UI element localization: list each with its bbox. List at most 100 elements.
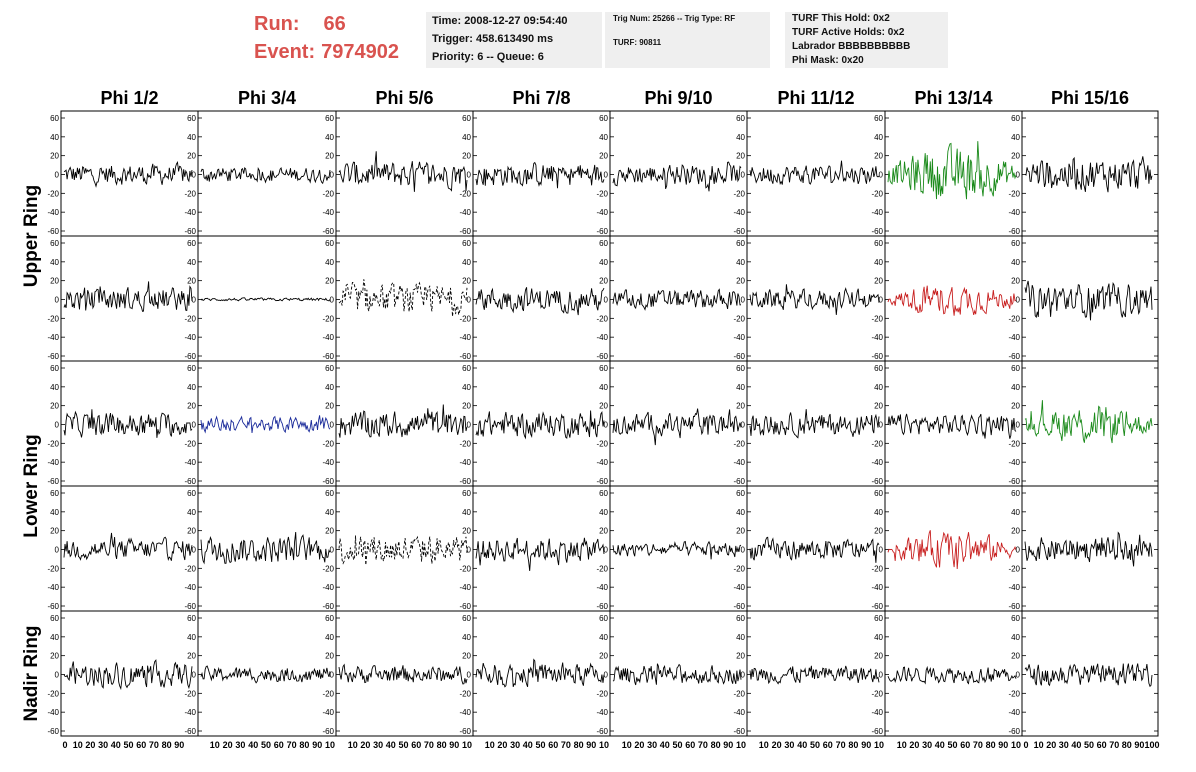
y-tick-label: 0 <box>55 546 60 555</box>
y-tick-label: 60 <box>599 614 608 623</box>
y-tick-label: 20 <box>599 652 608 661</box>
y-tick-label: -20 <box>459 689 471 698</box>
x-tick-label: 60 <box>411 740 421 750</box>
turf-active-text: TURF Active Holds: 0x2 <box>792 27 905 38</box>
y-tick-label: 0 <box>741 296 746 305</box>
y-tick-label: 20 <box>325 277 334 286</box>
y-tick-label: -20 <box>322 439 334 448</box>
y-tick-label: -40 <box>322 708 334 717</box>
y-tick-label: 60 <box>462 614 471 623</box>
x-tick-label: 50 <box>535 740 545 750</box>
y-tick-label: 0 <box>604 421 609 430</box>
y-tick-label: 60 <box>599 239 608 248</box>
y-tick-label: 0 <box>192 546 197 555</box>
x-tick-label: 90 <box>1134 740 1144 750</box>
waveform-trace <box>338 404 468 438</box>
waveform-trace <box>475 161 605 189</box>
x-tick-label: 50 <box>261 740 271 750</box>
run-value: 66 <box>323 13 346 35</box>
x-tick-label: 50 <box>1084 740 1094 750</box>
x-tick-label: 90 <box>449 740 459 750</box>
y-tick-label: 20 <box>462 527 471 536</box>
y-tick-label: 20 <box>1011 527 1020 536</box>
x-tick-label: 40 <box>660 740 670 750</box>
x-tick-label: 60 <box>823 740 833 750</box>
waveform-trace <box>63 160 193 188</box>
y-tick-label: 60 <box>736 364 745 373</box>
y-tick-label: 40 <box>50 633 59 642</box>
y-tick-label: 20 <box>874 652 883 661</box>
y-tick-label: -20 <box>871 314 883 323</box>
y-tick-label: -20 <box>459 189 471 198</box>
waveform-trace <box>612 540 742 560</box>
y-tick-label: -60 <box>47 227 59 236</box>
y-tick-label: 60 <box>50 239 59 248</box>
y-tick-label: 40 <box>462 383 471 392</box>
x-tick-label: 20 <box>909 740 919 750</box>
y-tick-label: 40 <box>874 383 883 392</box>
waveform-trace <box>63 532 193 561</box>
x-tick-label: 90 <box>312 740 322 750</box>
y-tick-label: -40 <box>1008 583 1020 592</box>
y-tick-label: -60 <box>733 477 745 486</box>
y-tick-label: 20 <box>874 277 883 286</box>
y-tick-label: 40 <box>50 508 59 517</box>
y-tick-label: 0 <box>879 171 884 180</box>
y-tick-label: -40 <box>459 333 471 342</box>
y-tick-label: -60 <box>322 477 334 486</box>
waveform-trace <box>200 531 331 565</box>
priority-text: Priority: 6 -- Queue: 6 <box>432 51 544 63</box>
y-tick-label: -60 <box>871 602 883 611</box>
y-tick-label: 40 <box>462 508 471 517</box>
y-tick-label: 20 <box>736 652 745 661</box>
y-tick-label: 40 <box>325 508 334 517</box>
y-tick-label: -20 <box>47 564 59 573</box>
y-tick-label: -40 <box>1008 333 1020 342</box>
y-tick-label: -40 <box>322 208 334 217</box>
y-tick-label: -40 <box>459 708 471 717</box>
y-tick-label: -60 <box>871 227 883 236</box>
y-tick-label: 60 <box>187 364 196 373</box>
y-tick-label: 40 <box>736 258 745 267</box>
x-tick-label: 10 <box>73 740 83 750</box>
y-tick-label: -40 <box>184 208 196 217</box>
x-tick-label: 10 <box>736 740 746 750</box>
y-tick-label: -60 <box>459 227 471 236</box>
y-tick-label: -20 <box>1008 564 1020 573</box>
y-tick-label: -40 <box>596 333 608 342</box>
y-tick-label: 60 <box>874 489 883 498</box>
x-tick-label: 30 <box>1059 740 1069 750</box>
y-tick-label: 20 <box>736 277 745 286</box>
y-tick-label: -40 <box>871 333 883 342</box>
y-tick-label: 20 <box>874 402 883 411</box>
y-tick-label: -60 <box>184 602 196 611</box>
y-tick-label: -20 <box>871 564 883 573</box>
x-tick-label: 90 <box>723 740 733 750</box>
y-tick-label: 40 <box>50 258 59 267</box>
y-tick-label: 0 <box>467 171 472 180</box>
x-tick-label: 10 <box>759 740 769 750</box>
y-tick-label: 20 <box>50 152 59 161</box>
y-tick-label: -40 <box>871 583 883 592</box>
y-tick-label: -20 <box>1008 314 1020 323</box>
y-tick-label: -20 <box>733 689 745 698</box>
ring-label: Lower Ring <box>21 434 42 537</box>
y-tick-label: -40 <box>184 458 196 467</box>
y-tick-label: 0 <box>467 296 472 305</box>
x-tick-label: 90 <box>586 740 596 750</box>
column-header: Phi 13/14 <box>914 88 992 108</box>
y-tick-label: -20 <box>459 564 471 573</box>
y-tick-label: 40 <box>599 383 608 392</box>
y-tick-label: -40 <box>1008 458 1020 467</box>
y-tick-label: 60 <box>874 239 883 248</box>
x-tick-label: 10 <box>622 740 632 750</box>
x-tick-label: 50 <box>123 740 133 750</box>
y-tick-label: 40 <box>325 383 334 392</box>
y-tick-label: -20 <box>47 689 59 698</box>
y-tick-label: 60 <box>187 114 196 123</box>
x-tick-label: 60 <box>274 740 284 750</box>
y-tick-label: 20 <box>50 652 59 661</box>
column-header: Phi 11/12 <box>777 88 854 108</box>
y-tick-label: 40 <box>874 508 883 517</box>
x-tick-label: 40 <box>523 740 533 750</box>
